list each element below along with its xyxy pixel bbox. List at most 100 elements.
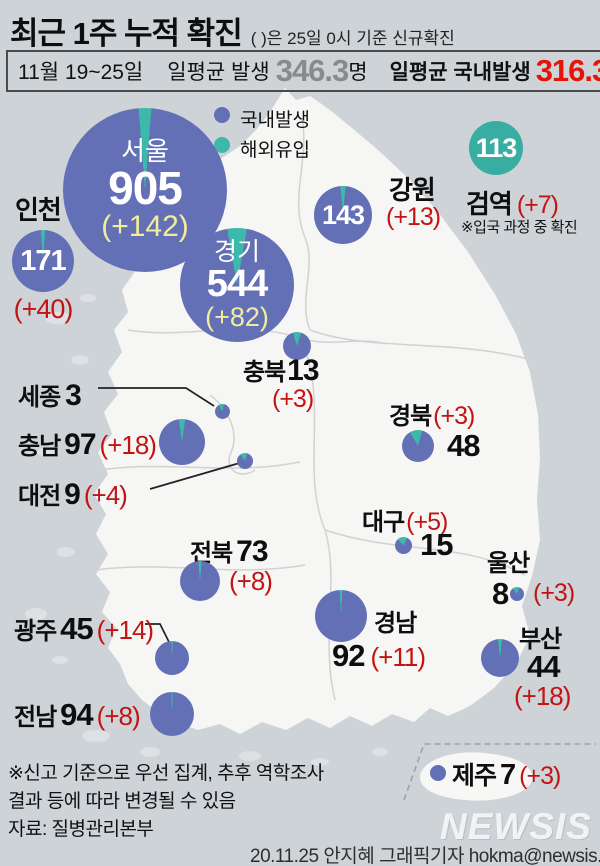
region-gangwon-name: 강원 [389,175,436,205]
islands [25,294,388,766]
quarantine-name: 검역 [466,189,513,219]
region-gangwon-value: 143 [321,199,365,230]
header: 최근 1주 누적 확진 ( )은 25일 0시 기준 신규확진 [10,8,455,53]
summary-domestic-label: 일평균 국내발생 [389,61,531,84]
region-jeonnam-name: 전남 [14,704,57,731]
region-gwangju-label-row: 광주 45 (+14) [14,611,154,647]
region-daegu-bubble [395,537,412,554]
region-daegu-name: 대구 [362,509,405,536]
quarantine-bubble: 113 [469,121,523,175]
region-jeonbuk-delta: (+8) [229,566,273,596]
newsis-watermark: NEWSIS [440,806,592,847]
region-chungnam-bubble [159,419,205,465]
region-gyeongbuk-delta: (+3) [433,402,475,430]
summary-avg-unit: 명 [348,61,368,84]
quarantine-delta: (+7) [516,191,559,219]
source-note: 자료: 질병관리본부 [8,819,154,840]
region-daejeon-bubble [237,453,253,469]
region-daejeon-delta: (+4) [83,480,128,510]
region-jeju-delta: (+3) [519,762,561,790]
region-incheon-delta: (+40) [13,294,74,324]
region-incheon-delta-row: (+40) [3,294,83,325]
region-jeju-bubble [430,765,446,781]
region-gwangju-delta: (+14) [96,615,154,645]
leader-line-sejong [98,387,215,407]
region-ulsan-name: 울산 [487,550,530,577]
leader-lines [98,387,244,647]
region-chungbuk-label-row: 충북 13 [243,352,320,388]
legend-imported-label: 해외유입 [240,140,310,161]
leader-line-daejeon [149,461,244,490]
region-gyeongnam-delta: (+11) [370,642,425,672]
region-gangwon-delta: (+13) [386,203,441,231]
region-ulsan-delta: (+3) [533,579,575,607]
region-ulsan-value: 8 [492,576,509,611]
region-incheon-value: 171 [20,244,66,277]
region-jeju-name: 제주 [452,762,497,790]
region-gyeongnam-name: 경남 [374,610,417,637]
summary-avg-label: 일평균 발생 [167,61,270,84]
region-gyeongbuk-label-row: 경북 (+3) [389,396,475,431]
region-daegu-label-row: 대구 (+5) [362,502,448,537]
region-chungnam-delta: (+18) [99,430,157,460]
region-chungbuk-name: 충북 [243,359,286,386]
region-jeonnam-label-row: 전남 94 (+8) [14,697,141,733]
region-sejong-label-row: 세종 3 [18,377,82,413]
legend-imported-dot [214,137,230,153]
region-jeonbuk-bubble [180,561,220,601]
region-jeonnam-delta: (+8) [96,701,141,731]
region-busan-delta: (+18) [514,681,571,711]
region-gyeongbuk-name: 경북 [389,403,432,430]
region-jeonnam-value: 94 [60,697,93,732]
region-busan-name: 부산 [519,626,562,653]
page-title: 최근 1주 누적 확진 [10,16,243,51]
quarantine-note: ※입국 과정 중 확진 [461,219,578,236]
region-gangwon-bubble: 143 [314,186,372,244]
region-gyeonggi-name: 경기 [213,238,260,266]
region-sejong-bubble [215,404,230,419]
title-note: ( )은 25일 0시 기준 신규확진 [250,29,455,48]
region-seoul-name: 서울 [121,136,169,166]
region-gwangju-value: 45 [60,611,93,646]
footnote-line1: ※신고 기준으로 우선 집계, 추후 역학조사 [8,763,324,784]
region-gyeongnam-value-row: 92 (+11) [332,638,426,674]
summary-domestic-value: 316.3 [535,53,600,88]
region-chungbuk-value: 13 [287,354,319,387]
byline: 20.11.25 안지혜 그래픽기자 hokma@newsis.com [250,846,600,866]
region-chungnam-value: 97 [64,428,96,461]
region-daegu-delta: (+5) [406,508,448,536]
region-gyeongbuk-bubble [402,430,434,462]
region-gwangju-bubble [155,641,189,675]
region-incheon-name: 인천 [15,195,62,225]
region-jeju-value: 7 [500,759,516,791]
region-chungnam-name: 충남 [18,433,61,460]
leader-line-gwangju [145,623,172,647]
region-gwangju-name: 광주 [14,618,57,645]
region-sejong-name: 세종 [18,384,61,411]
legend-domestic-dot [214,107,230,123]
region-seoul-value: 905 [108,162,183,214]
region-busan-bubble [481,639,519,677]
region-jeonbuk-value: 73 [236,535,268,568]
region-incheon-bubble: 171 [12,230,74,292]
summary-box: 11월 19~25일 일평균 발생 346.3 명 일평균 국내발생 316.3… [6,50,600,92]
region-chungnam-label-row: 충남 97 (+18) [18,426,157,462]
region-gyeongbuk-value: 48 [447,428,480,463]
region-gyeongnam-value: 92 [332,638,365,673]
legend-domestic-label: 국내발생 [240,110,310,131]
region-jeju-label-row: 제주 7 (+3) [452,756,561,792]
region-seoul-delta: (+142) [101,210,189,243]
region-chungbuk-delta: (+3) [272,385,314,413]
region-jeonnam-bubble [150,692,194,736]
region-gyeonggi-bubble: 경기 544 (+82) [180,228,294,342]
region-daegu-value: 15 [420,527,453,562]
region-daejeon-name: 대전 [18,483,61,510]
quarantine-label-row: 검역 (+7) [466,184,559,221]
summary-period: 11월 19~25일 [18,61,144,84]
jeju-divider [403,743,596,801]
region-gyeongnam-bubble [315,590,367,642]
region-sejong-value: 3 [65,379,82,412]
region-ulsan-bubble [510,587,524,601]
